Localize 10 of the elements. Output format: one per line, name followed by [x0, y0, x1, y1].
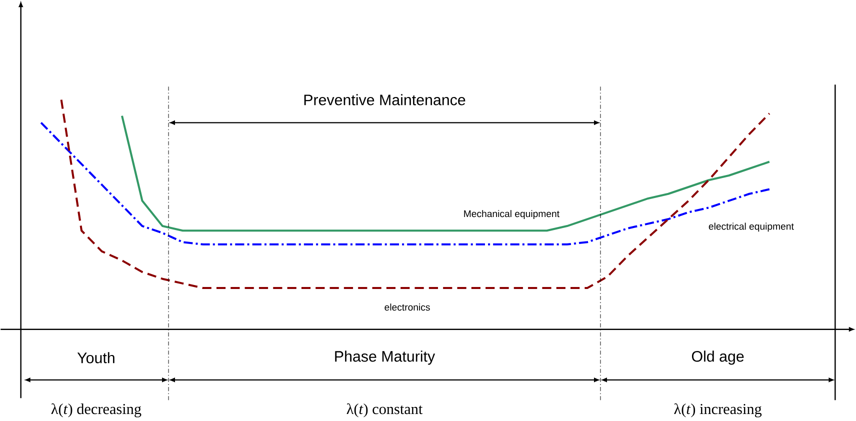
- series-label: Mechanical equipment: [464, 210, 560, 220]
- series-label: electronics: [384, 304, 430, 311]
- series-label: electrical equipment: [708, 222, 794, 232]
- text: λ(t) constant: [346, 404, 423, 418]
- text: Youth: [77, 352, 114, 364]
- annotation: Preventive Maintenance: [304, 94, 466, 106]
- text: λ(t) increasing: [674, 403, 762, 418]
- text: λ(t) decreasing: [51, 403, 142, 418]
- text: Old age: [692, 350, 744, 365]
- text: Phase Maturity: [335, 350, 436, 365]
